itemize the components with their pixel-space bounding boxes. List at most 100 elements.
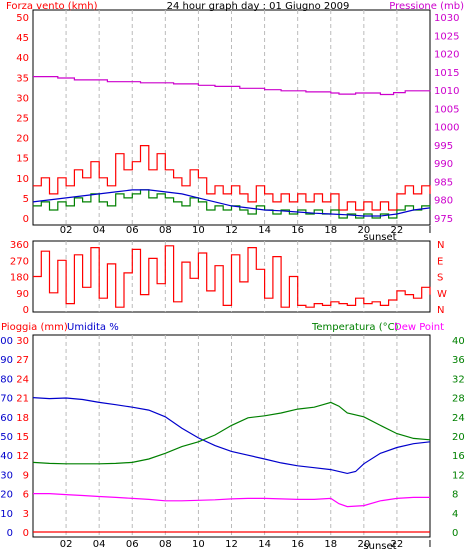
wind-axis-label: Forza vento (kmh): [6, 1, 98, 12]
temperature-axis-label: Temperatura (°C): [311, 322, 399, 333]
compass-label: E: [437, 256, 443, 267]
dew-point-axis-label: Dew Point: [394, 322, 444, 333]
temperature-y-tick-label: 8: [452, 490, 458, 501]
humidity-x-tick-label: 14: [258, 539, 271, 550]
humidity-x-tick-label: 22: [391, 539, 404, 550]
series-layer: [32, 76, 431, 533]
humidity-y-tick-label: 10: [0, 509, 13, 520]
temperature-y-tick-label: 24: [452, 413, 465, 424]
wind-y-tick-label: 5: [23, 194, 29, 205]
wind-x-tick-label: 22: [391, 225, 404, 236]
direction-y-tick-label: 0: [23, 305, 29, 316]
temperature-y-tick-label: 4: [452, 509, 458, 520]
humidity-x-tick-label: I: [429, 539, 432, 550]
wind-x-tick-label: I: [429, 225, 432, 236]
wind-y-tick-label: 15: [16, 154, 29, 165]
humidity-y-tick-label: 60: [0, 413, 13, 424]
series-dew-point: [33, 493, 430, 508]
humidity-x-tick-label: 18: [324, 539, 337, 550]
series-pressione: [33, 76, 431, 96]
rain-y-tick-label: 18: [16, 413, 29, 424]
humidity-y-tick-label: 0: [7, 528, 13, 539]
humidity-x-tick-label: 08: [159, 539, 172, 550]
pressure-y-tick-label: 1030: [434, 13, 459, 24]
temperature-y-tick-label: 28: [452, 394, 465, 405]
rain-y-tick-label: 3: [23, 509, 29, 520]
humidity-x-tick-label: 20: [357, 539, 370, 550]
temperature-y-tick-label: 32: [452, 374, 465, 385]
sunset-label-top: sunset: [363, 232, 396, 243]
humidity-x-tick-label: 04: [93, 539, 106, 550]
humidity-y-tick-label: 40: [0, 451, 13, 462]
humidity-y-tick-label: 50: [0, 432, 13, 443]
temperature-y-tick-label: 16: [452, 451, 465, 462]
pressure-y-tick-label: 980: [434, 196, 453, 207]
compass-label: S: [437, 273, 443, 284]
pressure-y-tick-label: 1020: [434, 50, 459, 61]
pressure-y-tick-label: 1015: [434, 68, 459, 79]
pressure-y-tick-label: 1005: [434, 104, 459, 115]
rain-y-tick-label: 15: [16, 432, 29, 443]
temperature-y-tick-label: 40: [452, 336, 465, 347]
pressure-y-tick-label: 975: [434, 214, 453, 225]
rain-y-tick-label: 30: [16, 336, 29, 347]
wind-y-tick-label: 0: [23, 214, 29, 225]
rain-y-tick-label: 21: [16, 394, 29, 405]
series-raffica: [33, 145, 431, 211]
humidity-x-tick-label: 12: [225, 539, 238, 550]
wind-x-tick-label: 10: [192, 225, 205, 236]
rain-y-tick-label: 0: [23, 528, 29, 539]
rain-y-tick-label: 12: [16, 451, 29, 462]
humidity-x-tick-label: 02: [60, 539, 73, 550]
direction-y-tick-label: 270: [10, 256, 29, 267]
wind-x-tick-label: 02: [60, 225, 73, 236]
humidity-x-tick-label: 06: [126, 539, 139, 550]
pressure-y-tick-label: 1025: [434, 31, 459, 42]
temperature-y-tick-label: 12: [452, 470, 465, 481]
humidity-y-tick-label: 70: [0, 394, 13, 405]
humidity-x-tick-label: 10: [192, 539, 205, 550]
rain-y-tick-label: 6: [23, 490, 29, 501]
pressure-y-tick-label: 1000: [434, 123, 459, 134]
axis-layer: 0510152025303540455097598098599099510001…: [0, 13, 465, 550]
humidity-y-tick-label: 20: [0, 490, 13, 501]
compass-label: N: [437, 305, 444, 316]
wind-x-tick-label: 14: [258, 225, 271, 236]
series-temperatura: [32, 401, 431, 465]
chart-title: 24 hour graph day : 01 Giugno 2009: [167, 1, 350, 12]
humidity-y-tick-label: 80: [0, 374, 13, 385]
wind-x-tick-label: 12: [225, 225, 238, 236]
humidity-x-tick-label: 16: [291, 539, 304, 550]
wind-y-tick-label: 20: [16, 134, 29, 145]
humidity-y-tick-label: 30: [0, 470, 13, 481]
pressure-y-tick-label: 990: [434, 159, 453, 170]
sunset-label-bottom: sunset: [363, 541, 396, 552]
wind-y-tick-label: 40: [16, 53, 29, 64]
wind-y-tick-label: 35: [16, 73, 29, 84]
wind-x-tick-label: 18: [324, 225, 337, 236]
pressure-axis-label: Pressione (mb): [389, 1, 464, 12]
compass-label: N: [437, 240, 444, 251]
rain-y-tick-label: 24: [16, 374, 29, 385]
wind-x-tick-label: 20: [357, 225, 370, 236]
temperature-y-tick-label: 20: [452, 432, 465, 443]
rain-axis-label: Pioggia (mm): [1, 322, 68, 333]
direction-y-tick-label: 360: [10, 240, 29, 251]
series-wind-direction: [33, 245, 431, 308]
wind-x-tick-label: 04: [93, 225, 106, 236]
pressure-y-tick-label: 1010: [434, 86, 459, 97]
temperature-y-tick-label: 36: [452, 355, 465, 366]
rain-y-tick-label: 9: [23, 470, 29, 481]
wind-y-tick-label: 50: [16, 13, 29, 24]
wind-x-tick-label: 06: [126, 225, 139, 236]
humidity-y-tick-label: 100: [0, 336, 13, 347]
wind-y-tick-label: 45: [16, 33, 29, 44]
humidity-axis-label: Umidita %: [67, 322, 119, 333]
rain-y-tick-label: 27: [16, 355, 29, 366]
pressure-y-tick-label: 985: [434, 177, 453, 188]
series-vento: [32, 189, 431, 217]
wind-x-tick-label: 16: [291, 225, 304, 236]
direction-y-tick-label: 180: [10, 273, 29, 284]
wind-y-tick-label: 30: [16, 93, 29, 104]
